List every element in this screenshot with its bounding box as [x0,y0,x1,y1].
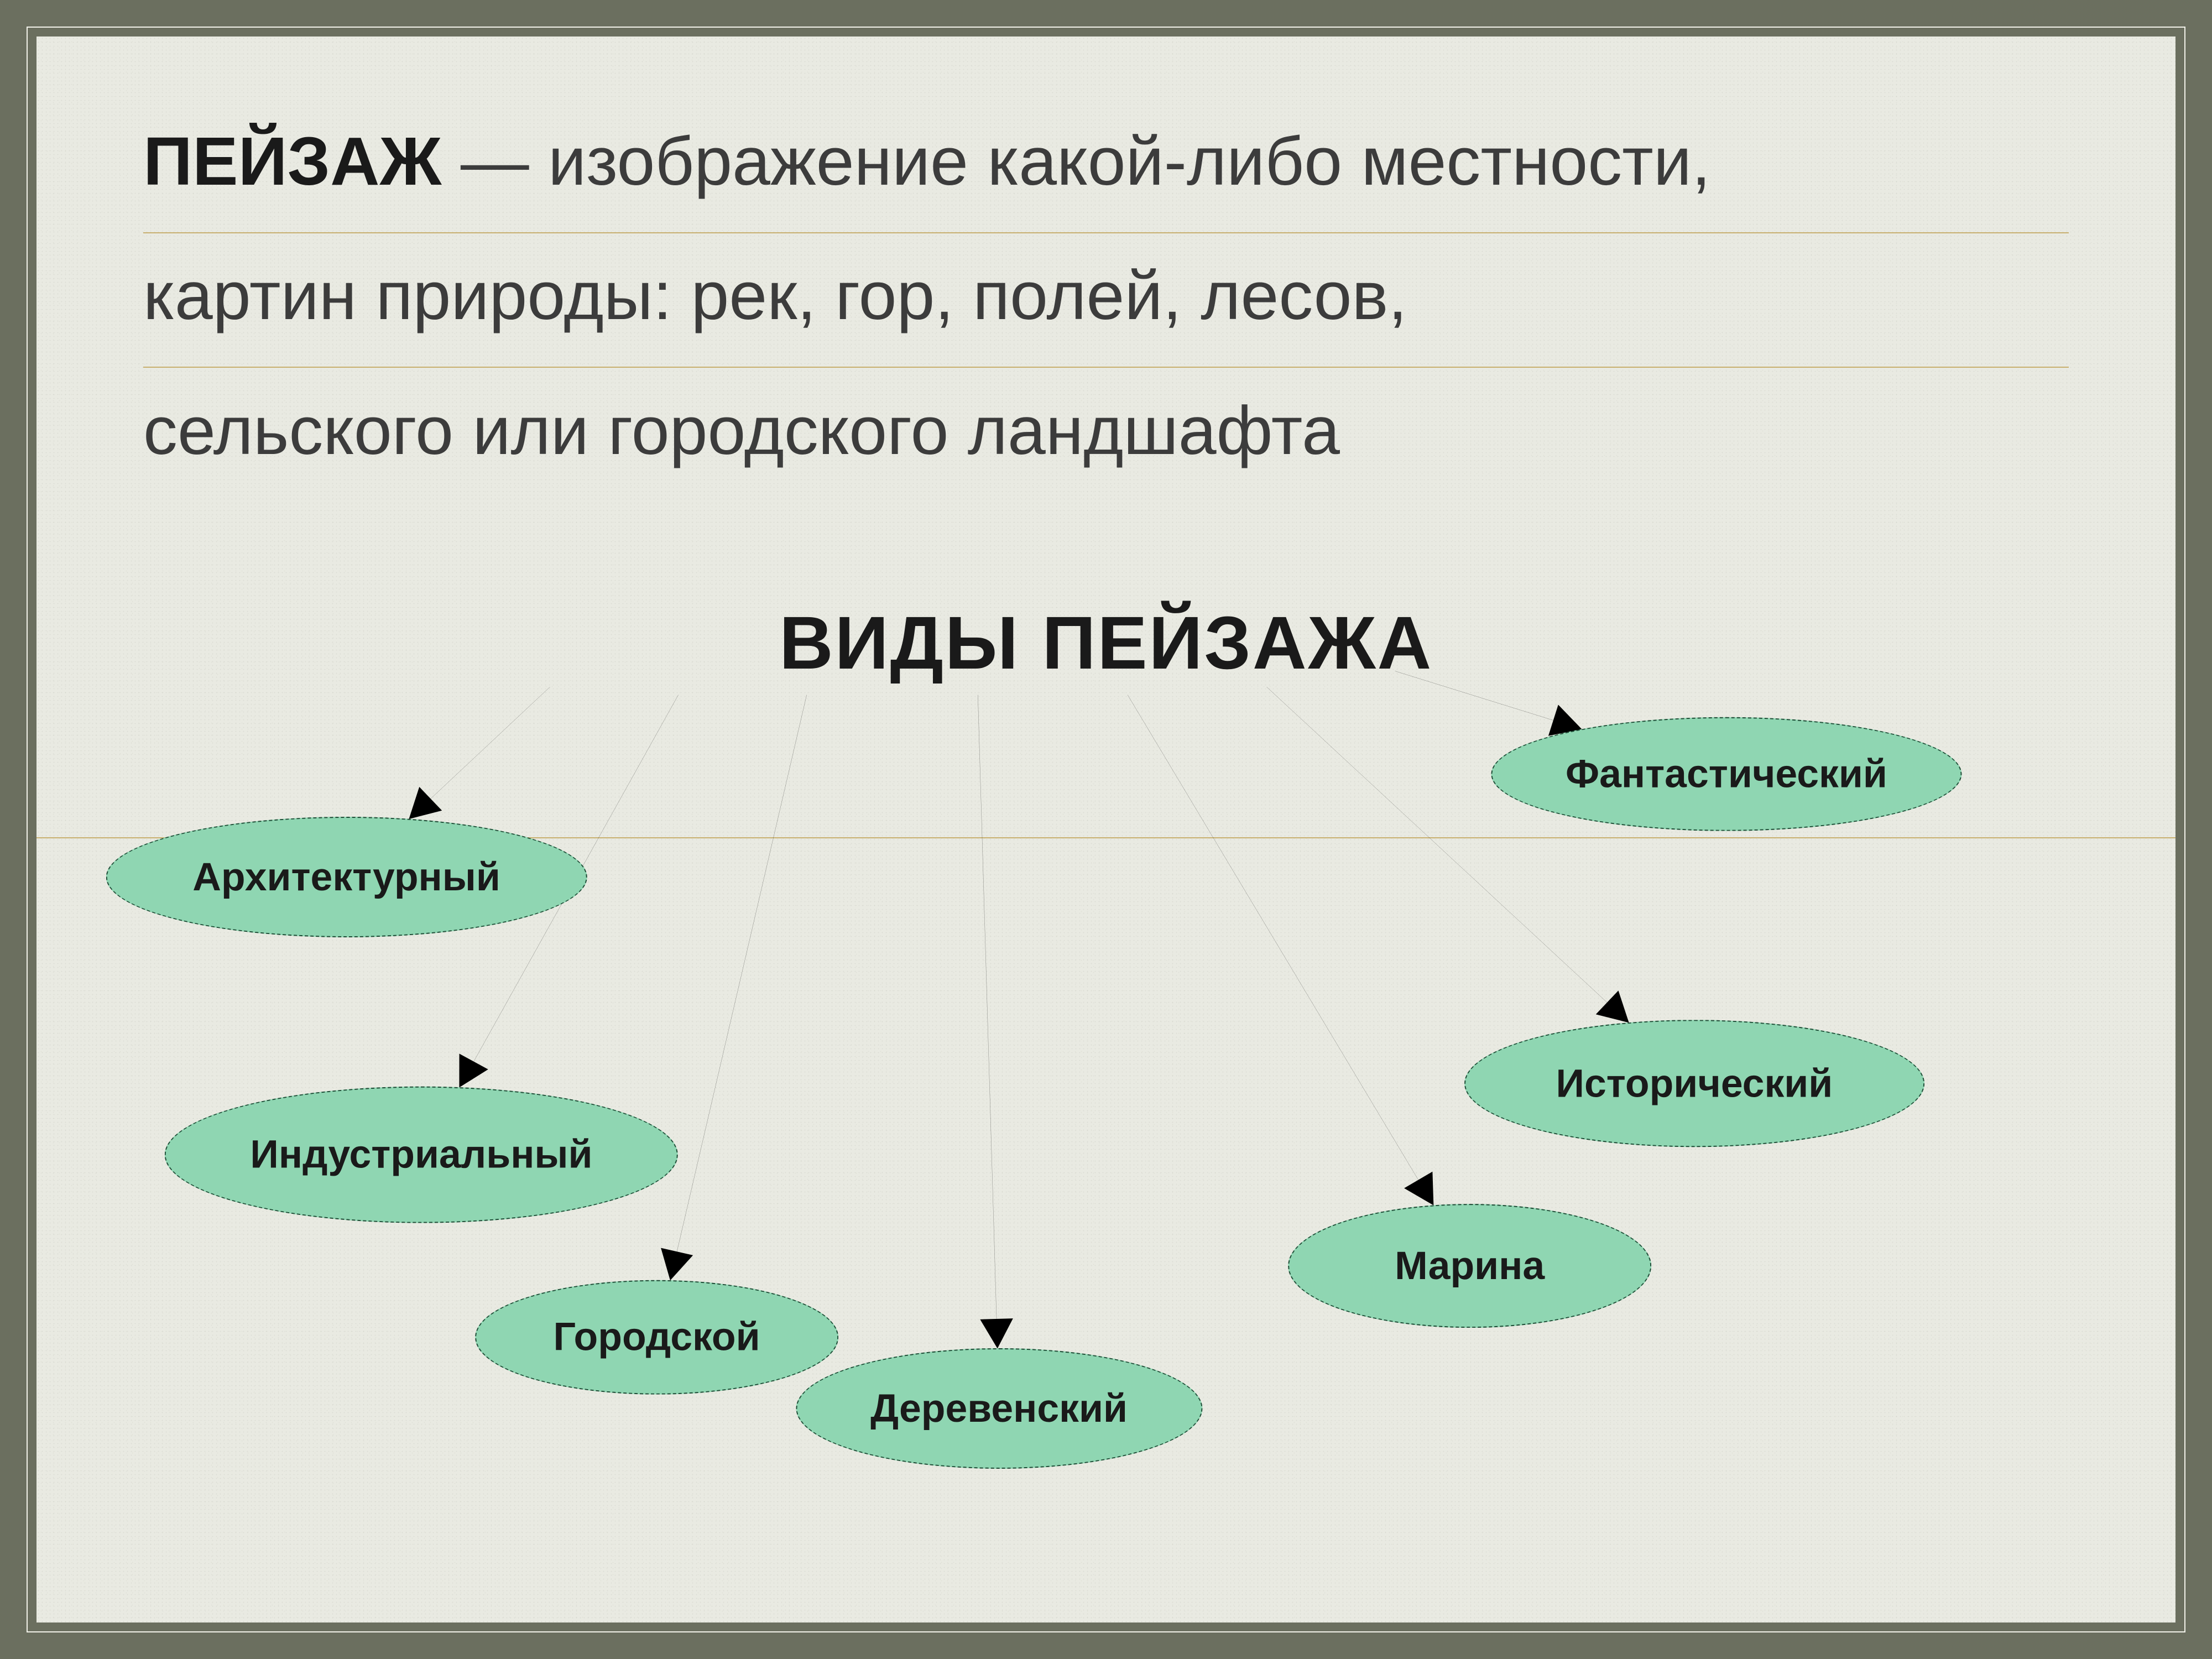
arrow [409,687,550,819]
arrow [1128,695,1433,1205]
node-rural: Деревенский [796,1348,1202,1469]
slide-inset-border: ПЕЙЗАЖ — изображение какой-либо местност… [27,27,2185,1632]
node-label: Индустриальный [250,1132,592,1177]
node-label: Фантастический [1566,752,1887,797]
definition-line-2: картин природы: рек, гор, полей, лесов, [143,250,2069,367]
node-marina: Марина [1288,1204,1652,1328]
node-historical: Исторический [1464,1020,1924,1147]
definition-line-3: сельского или городского ландшафта [143,385,2069,477]
node-label: Архитектурный [192,854,500,900]
node-industrial: Индустриальный [165,1087,679,1223]
definition-rest-1: изображение какой-либо местности, [548,123,1710,200]
definition-dash: — [441,123,548,200]
node-label: Исторический [1556,1061,1833,1106]
node-urban: Городской [475,1280,839,1395]
definition-term: ПЕЙЗАЖ [143,123,441,200]
node-architectural: Архитектурный [106,817,587,937]
definition-block: ПЕЙЗАЖ — изображение какой-либо местност… [143,116,2069,477]
definition-line-1: ПЕЙЗАЖ — изображение какой-либо местност… [143,116,2069,233]
section-title: ВИДЫ ПЕЙЗАЖА [36,599,2176,686]
node-label: Марина [1395,1243,1545,1288]
slide-outer-frame: ПЕЙЗАЖ — изображение какой-либо местност… [0,0,2212,1659]
node-fantastic: Фантастический [1491,717,1961,831]
arrow [978,695,1013,1348]
node-label: Городской [554,1314,760,1360]
slide-canvas: ПЕЙЗАЖ — изображение какой-либо местност… [36,36,2176,1623]
arrow [661,695,807,1280]
node-label: Деревенский [870,1386,1128,1431]
